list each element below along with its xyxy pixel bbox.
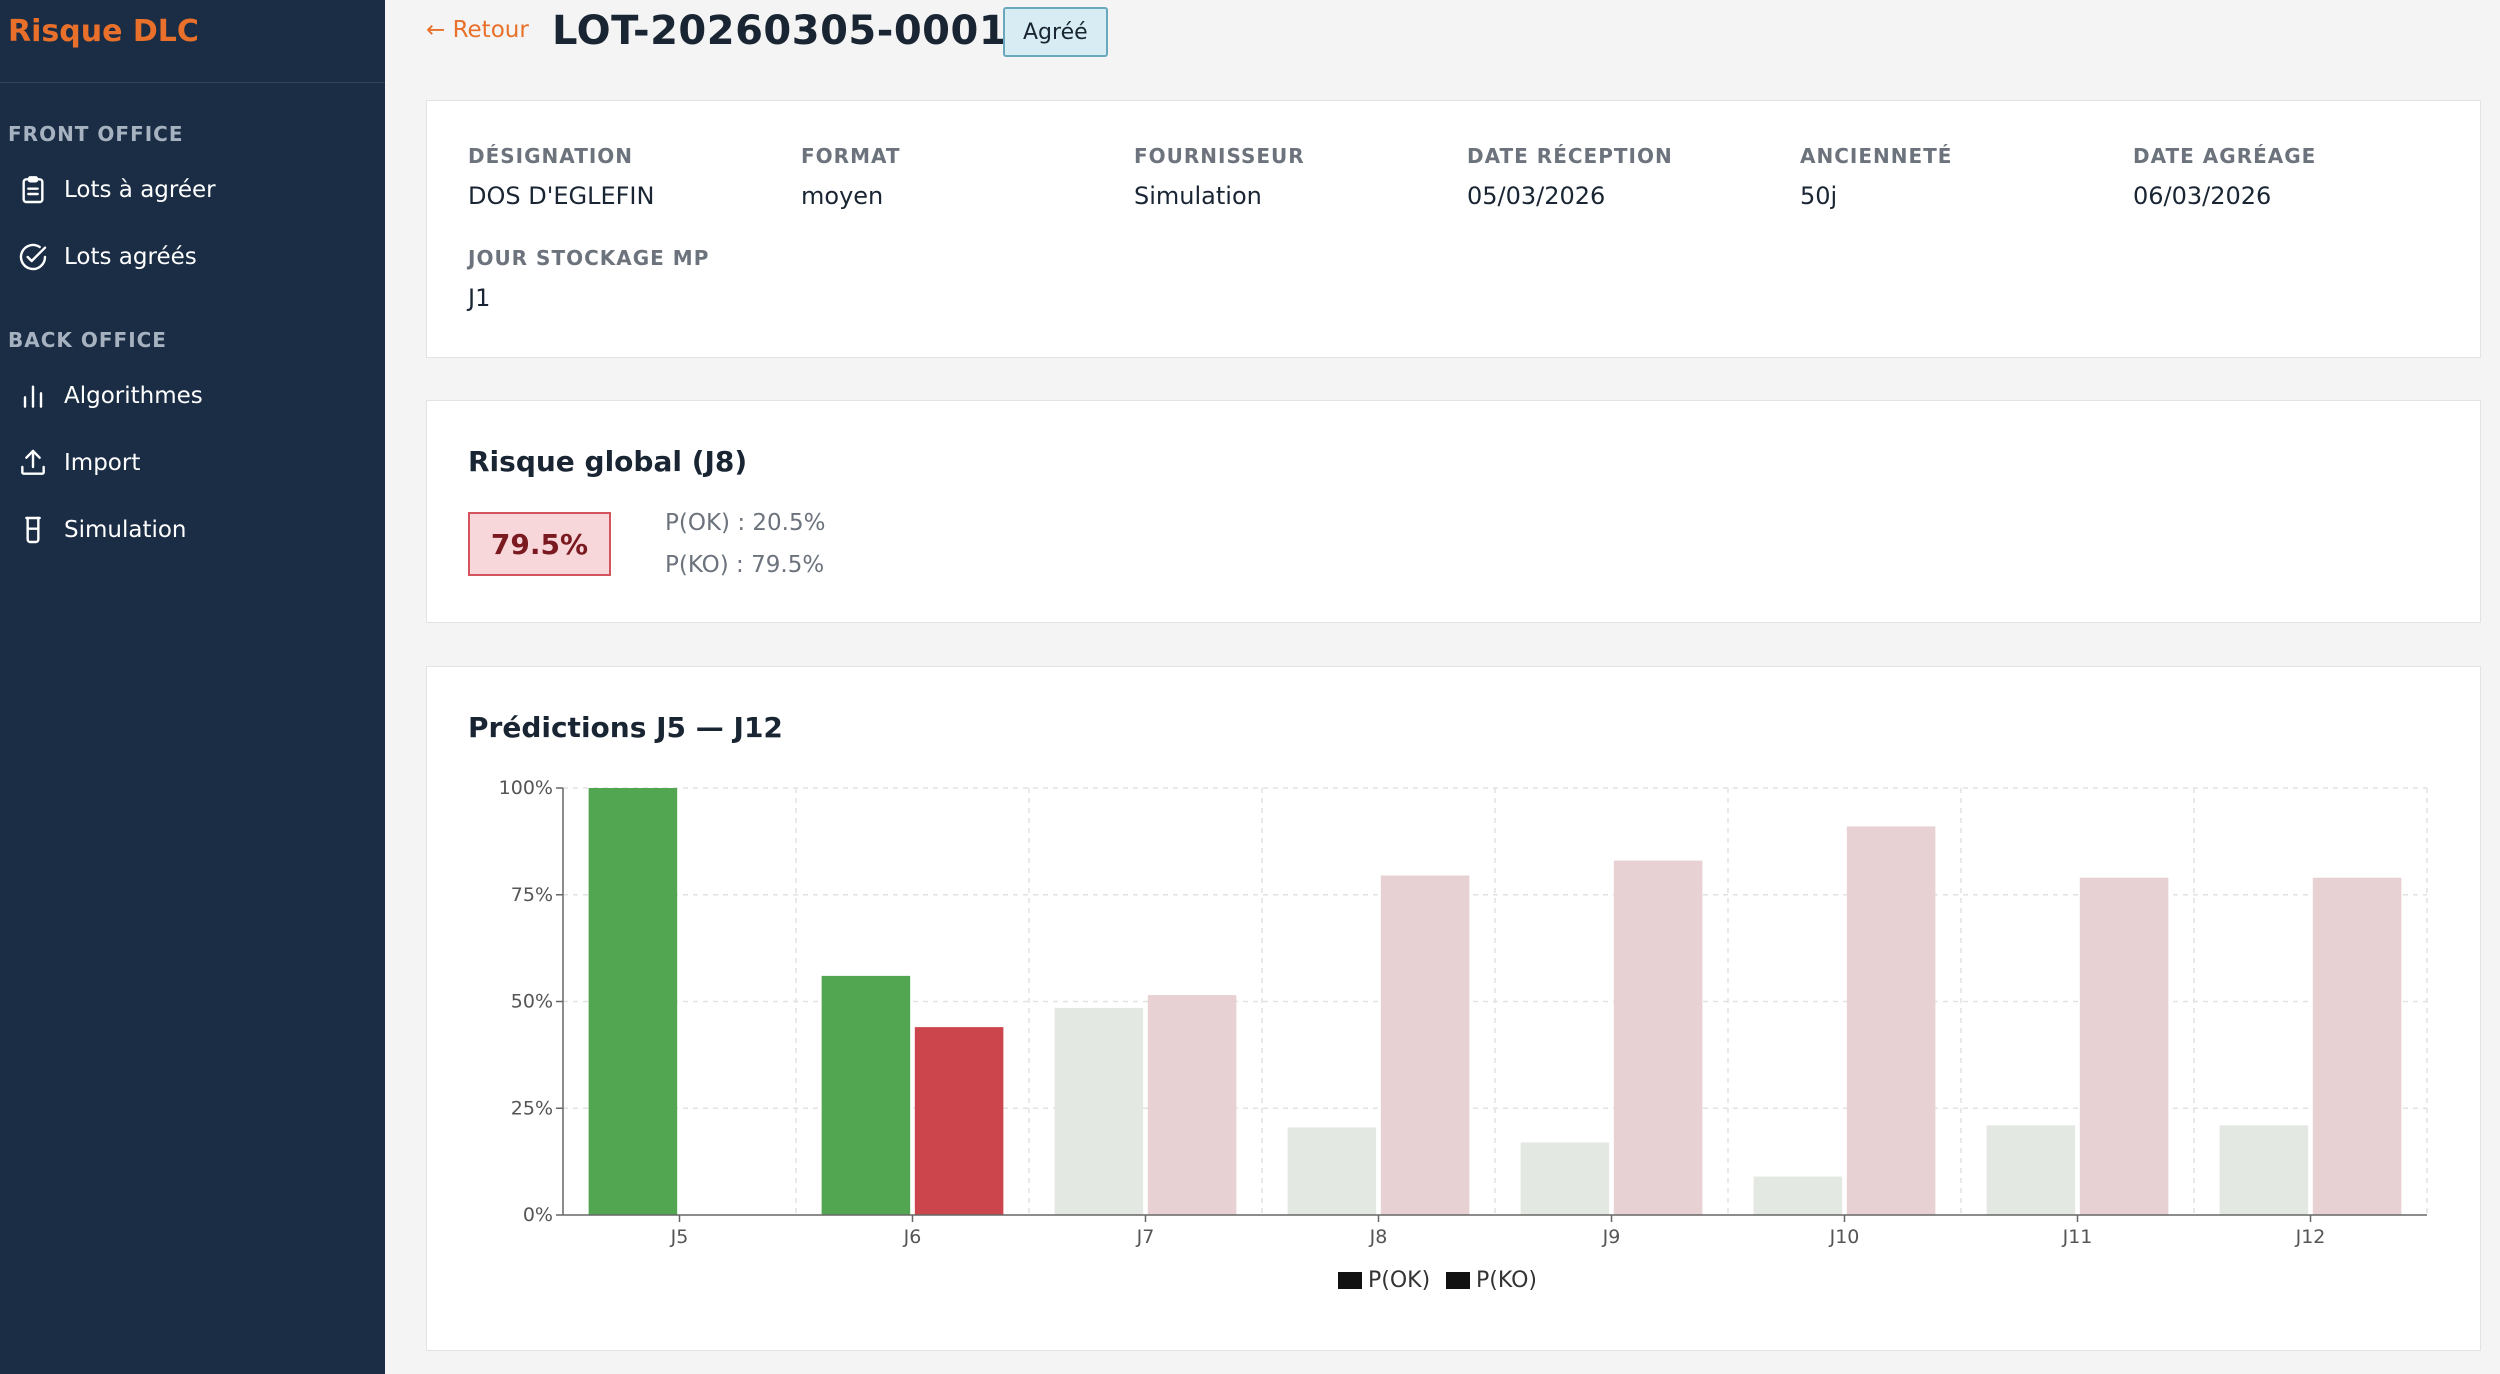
legend-swatch-p-ko <box>1446 1272 1470 1289</box>
field-value: moyen <box>801 182 884 210</box>
x-tick-label: J6 <box>903 1226 922 1248</box>
status-badge: Agréé <box>1003 7 1108 57</box>
field-label: Jour stockage MP <box>468 246 710 270</box>
y-tick-label: 0% <box>523 1204 553 1226</box>
bar-p-ko <box>914 1027 1004 1215</box>
field-label: Date réception <box>1467 144 1673 168</box>
y-tick-label: 50% <box>511 991 553 1013</box>
bar-p-ok <box>1986 1125 2076 1215</box>
sidebar-item-label: Algorithmes <box>64 383 203 409</box>
sidebar-item-label: Simulation <box>64 517 187 543</box>
bar-p-ok <box>1520 1142 1610 1215</box>
x-tick-label: J8 <box>1369 1226 1388 1248</box>
field-designation: Désignation DOS D'EGLEFIN <box>468 144 654 210</box>
section-label-front-office: FRONT OFFICE <box>8 122 184 146</box>
field-value: DOS D'EGLEFIN <box>468 182 655 210</box>
bar-p-ok <box>821 975 911 1215</box>
field-label: Fournisseur <box>1134 144 1305 168</box>
predictions-chart: J5 J6 J7 J8 J9 J10 J11 J12 0% 25% 50% 75% 100% P(OK) P… <box>499 777 2428 1293</box>
x-tick-label: J5 <box>670 1226 689 1248</box>
predictions-title: Prédictions J5 — J12 <box>468 711 783 744</box>
field-value: 05/03/2026 <box>1467 182 1606 210</box>
sidebar-item-label: Import <box>64 450 141 476</box>
field-value: 06/03/2026 <box>2133 182 2272 210</box>
section-label-back-office: BACK OFFICE <box>8 328 167 352</box>
field-anciennete: Ancienneté 50j <box>1800 144 1952 210</box>
sidebar-item-lots-a-agreer[interactable]: Lots à agréer <box>0 162 385 218</box>
beaker-icon <box>16 513 50 547</box>
field-date-reception: Date réception 05/03/2026 <box>1467 144 1673 210</box>
bar-p-ok <box>1287 1127 1377 1215</box>
predictions-card: Prédictions J5 — J12 J5 J6 J7 J8 J9 J10 J11 J12… <box>426 666 2481 1351</box>
bar-p-ko <box>2312 877 2402 1215</box>
lot-info-card: Désignation DOS D'EGLEFIN Format moyen F… <box>426 100 2481 358</box>
sidebar-item-algorithmes[interactable]: Algorithmes <box>0 368 385 424</box>
sidebar-item-label: Lots agréés <box>64 244 197 270</box>
field-value: 50j <box>1800 182 1838 210</box>
risk-title: Risque global (J8) <box>468 445 748 478</box>
sidebar-item-simulation[interactable]: Simulation <box>0 502 385 558</box>
field-label: Ancienneté <box>1800 144 1953 168</box>
bar-chart-icon <box>16 379 50 413</box>
field-label: Désignation <box>468 144 634 168</box>
x-tick-label: J11 <box>2062 1226 2093 1248</box>
risk-value-badge: 79.5% <box>468 512 611 576</box>
field-label: Format <box>801 144 901 168</box>
sidebar: Risque DLC FRONT OFFICE Lots à agréer Lo… <box>0 0 385 1374</box>
x-tick-label: J10 <box>1829 1226 1860 1248</box>
legend-label-p-ko: P(KO) <box>1476 1268 1537 1293</box>
bar-p-ok <box>1054 1007 1144 1215</box>
p-ok-text: P(OK) : 20.5% <box>665 510 826 536</box>
sidebar-item-import[interactable]: Import <box>0 435 385 491</box>
x-tick-label: J7 <box>1136 1226 1155 1248</box>
field-jour-stockage: Jour stockage MP J1 <box>468 246 709 312</box>
legend-swatch-p-ok <box>1338 1272 1362 1289</box>
risk-card: Risque global (J8) 79.5% P(OK) : 20.5% P… <box>426 400 2481 623</box>
sidebar-item-label: Lots à agréer <box>64 177 216 203</box>
field-fournisseur: Fournisseur Simulation <box>1134 144 1305 210</box>
bar-p-ko <box>1613 860 1703 1215</box>
bar-p-ok <box>588 788 678 1215</box>
app-brand[interactable]: Risque DLC <box>8 14 199 49</box>
field-format: Format moyen <box>801 144 901 210</box>
bar-p-ko <box>1846 826 1936 1215</box>
sidebar-item-lots-agrees[interactable]: Lots agréés <box>0 229 385 285</box>
p-ko-text: P(KO) : 79.5% <box>665 552 825 578</box>
y-tick-label: 75% <box>511 884 553 906</box>
field-date-agreage: Date agréage 06/03/2026 <box>2133 144 2316 210</box>
clipboard-icon <box>16 173 50 207</box>
field-label: Date agréage <box>2133 144 2317 168</box>
bar-p-ok <box>2219 1125 2309 1215</box>
page-title: LOT-20260305-0001 <box>552 8 1008 54</box>
legend-label-p-ok: P(OK) <box>1368 1268 1430 1293</box>
check-circle-icon <box>16 240 50 274</box>
bar-p-ok <box>1753 1176 1843 1215</box>
upload-icon <box>16 446 50 480</box>
field-value: Simulation <box>1134 182 1262 210</box>
bar-p-ko <box>2079 877 2169 1215</box>
sidebar-divider <box>0 82 385 83</box>
y-tick-label: 25% <box>511 1097 553 1119</box>
back-link[interactable]: ← Retour <box>426 17 529 43</box>
field-value: J1 <box>468 284 491 312</box>
y-tick-label: 100% <box>499 777 553 799</box>
bar-p-ko <box>1147 995 1237 1215</box>
bar-p-ko <box>1380 875 1470 1215</box>
x-tick-label: J9 <box>1602 1226 1621 1248</box>
x-tick-label: J12 <box>2295 1226 2326 1248</box>
